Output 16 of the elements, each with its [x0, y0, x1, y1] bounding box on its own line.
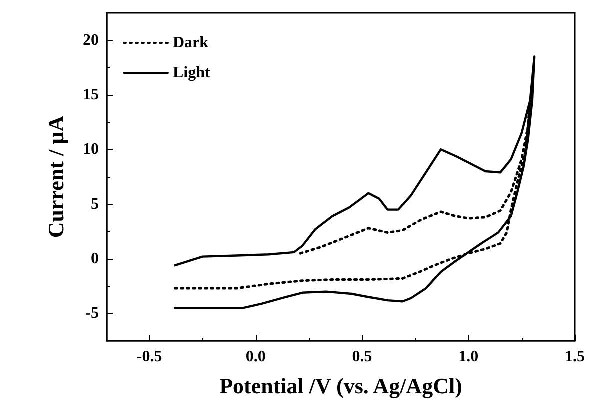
y-tick-label: 10 — [83, 141, 99, 158]
y-tick-label: 5 — [91, 196, 99, 213]
y-tick-label: -5 — [86, 305, 99, 322]
x-axis-title: Potential /V (vs. Ag/AgCl) — [220, 374, 462, 398]
y-tick-label: 0 — [91, 250, 99, 268]
legend-label: Light — [173, 64, 212, 82]
line-series — [174, 56, 536, 310]
y-tick-label: 15 — [83, 86, 99, 104]
y-tick-label: 20 — [83, 32, 99, 49]
y-axis-title: Current / µA — [44, 116, 68, 238]
x-tick-label: 1.5 — [565, 348, 585, 366]
x-tick-label: 1.0 — [458, 348, 479, 366]
x-tick-label: 0.0 — [246, 348, 266, 366]
x-tick-label: 0.5 — [352, 348, 372, 366]
legend-label: Dark — [173, 34, 209, 52]
x-tick-label: -0.5 — [136, 348, 162, 366]
